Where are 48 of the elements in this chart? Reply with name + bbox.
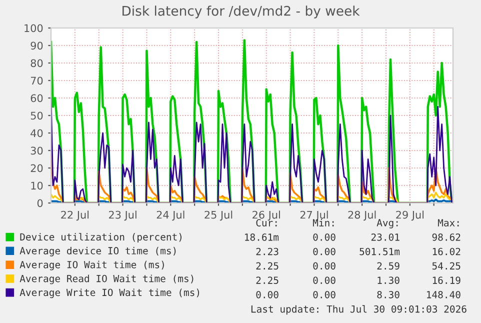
text: 2.25 xyxy=(256,276,278,284)
text: 2.59 xyxy=(377,262,400,270)
legend-label: Average Write IO Wait time (ms) xyxy=(20,288,200,298)
x-tick-label: 24 Jul xyxy=(156,210,184,221)
x-tick-label: 22 Jul xyxy=(61,210,89,221)
text: 18.61m xyxy=(245,233,279,241)
y-tick-label: 50 xyxy=(30,112,43,120)
text: Max: xyxy=(438,219,459,226)
text: 16.02 xyxy=(432,248,460,256)
y-tick-label: 0 xyxy=(37,199,43,208)
x-tick-label: 25 Jul xyxy=(204,210,232,221)
legend-label: Average Read IO Wait time (ms) xyxy=(20,274,194,284)
text: 98.62 xyxy=(432,233,460,241)
y-tick-label: 40 xyxy=(30,129,43,138)
text: 2.23 xyxy=(256,248,278,256)
legend-label: Average device IO time (ms) xyxy=(20,246,176,256)
text: Cur: xyxy=(256,219,277,226)
y-tick-label: 20 xyxy=(30,164,43,172)
text: 501.51m xyxy=(360,248,400,256)
x-tick-label: 28 Jul xyxy=(348,210,376,221)
text: Min: xyxy=(312,218,334,226)
text: 8.30 xyxy=(377,290,400,298)
y-tick-label: 100 xyxy=(24,24,43,32)
y-tick-label: 30 xyxy=(30,146,43,155)
y-tick-label: 60 xyxy=(30,94,43,102)
text: 54.25 xyxy=(432,262,460,270)
x-tick-label: 29 Jul xyxy=(396,210,424,221)
legend-label: Device utilization (percent) xyxy=(20,233,182,242)
y-tick-label: 70 xyxy=(30,76,43,85)
legend-label: Average IO Wait time (ms) xyxy=(20,260,164,270)
x-tick-label: 23 Jul xyxy=(108,210,136,221)
text: 0.00 xyxy=(313,248,336,256)
text: 0.00 xyxy=(313,262,336,270)
text: 0.00 xyxy=(313,290,336,298)
text: 148.40 xyxy=(427,290,460,298)
text: Last update: Thu Jul 30 09:01:03 2026 xyxy=(251,305,466,315)
y-tick-label: 10 xyxy=(31,182,43,190)
text: 0.00 xyxy=(256,290,278,298)
text: 23.01 xyxy=(371,233,400,241)
chart-title: Disk latency for /dev/md2 - by week xyxy=(122,6,360,18)
text: Avg: xyxy=(376,219,398,228)
text: 2.25 xyxy=(256,262,278,270)
text: 1.30 xyxy=(378,276,400,284)
y-tick-label: 90 xyxy=(30,42,43,50)
text: 0.00 xyxy=(313,233,336,241)
text: 0.00 xyxy=(313,276,336,284)
y-tick-label: 80 xyxy=(30,59,43,68)
text: 16.19 xyxy=(432,276,460,284)
